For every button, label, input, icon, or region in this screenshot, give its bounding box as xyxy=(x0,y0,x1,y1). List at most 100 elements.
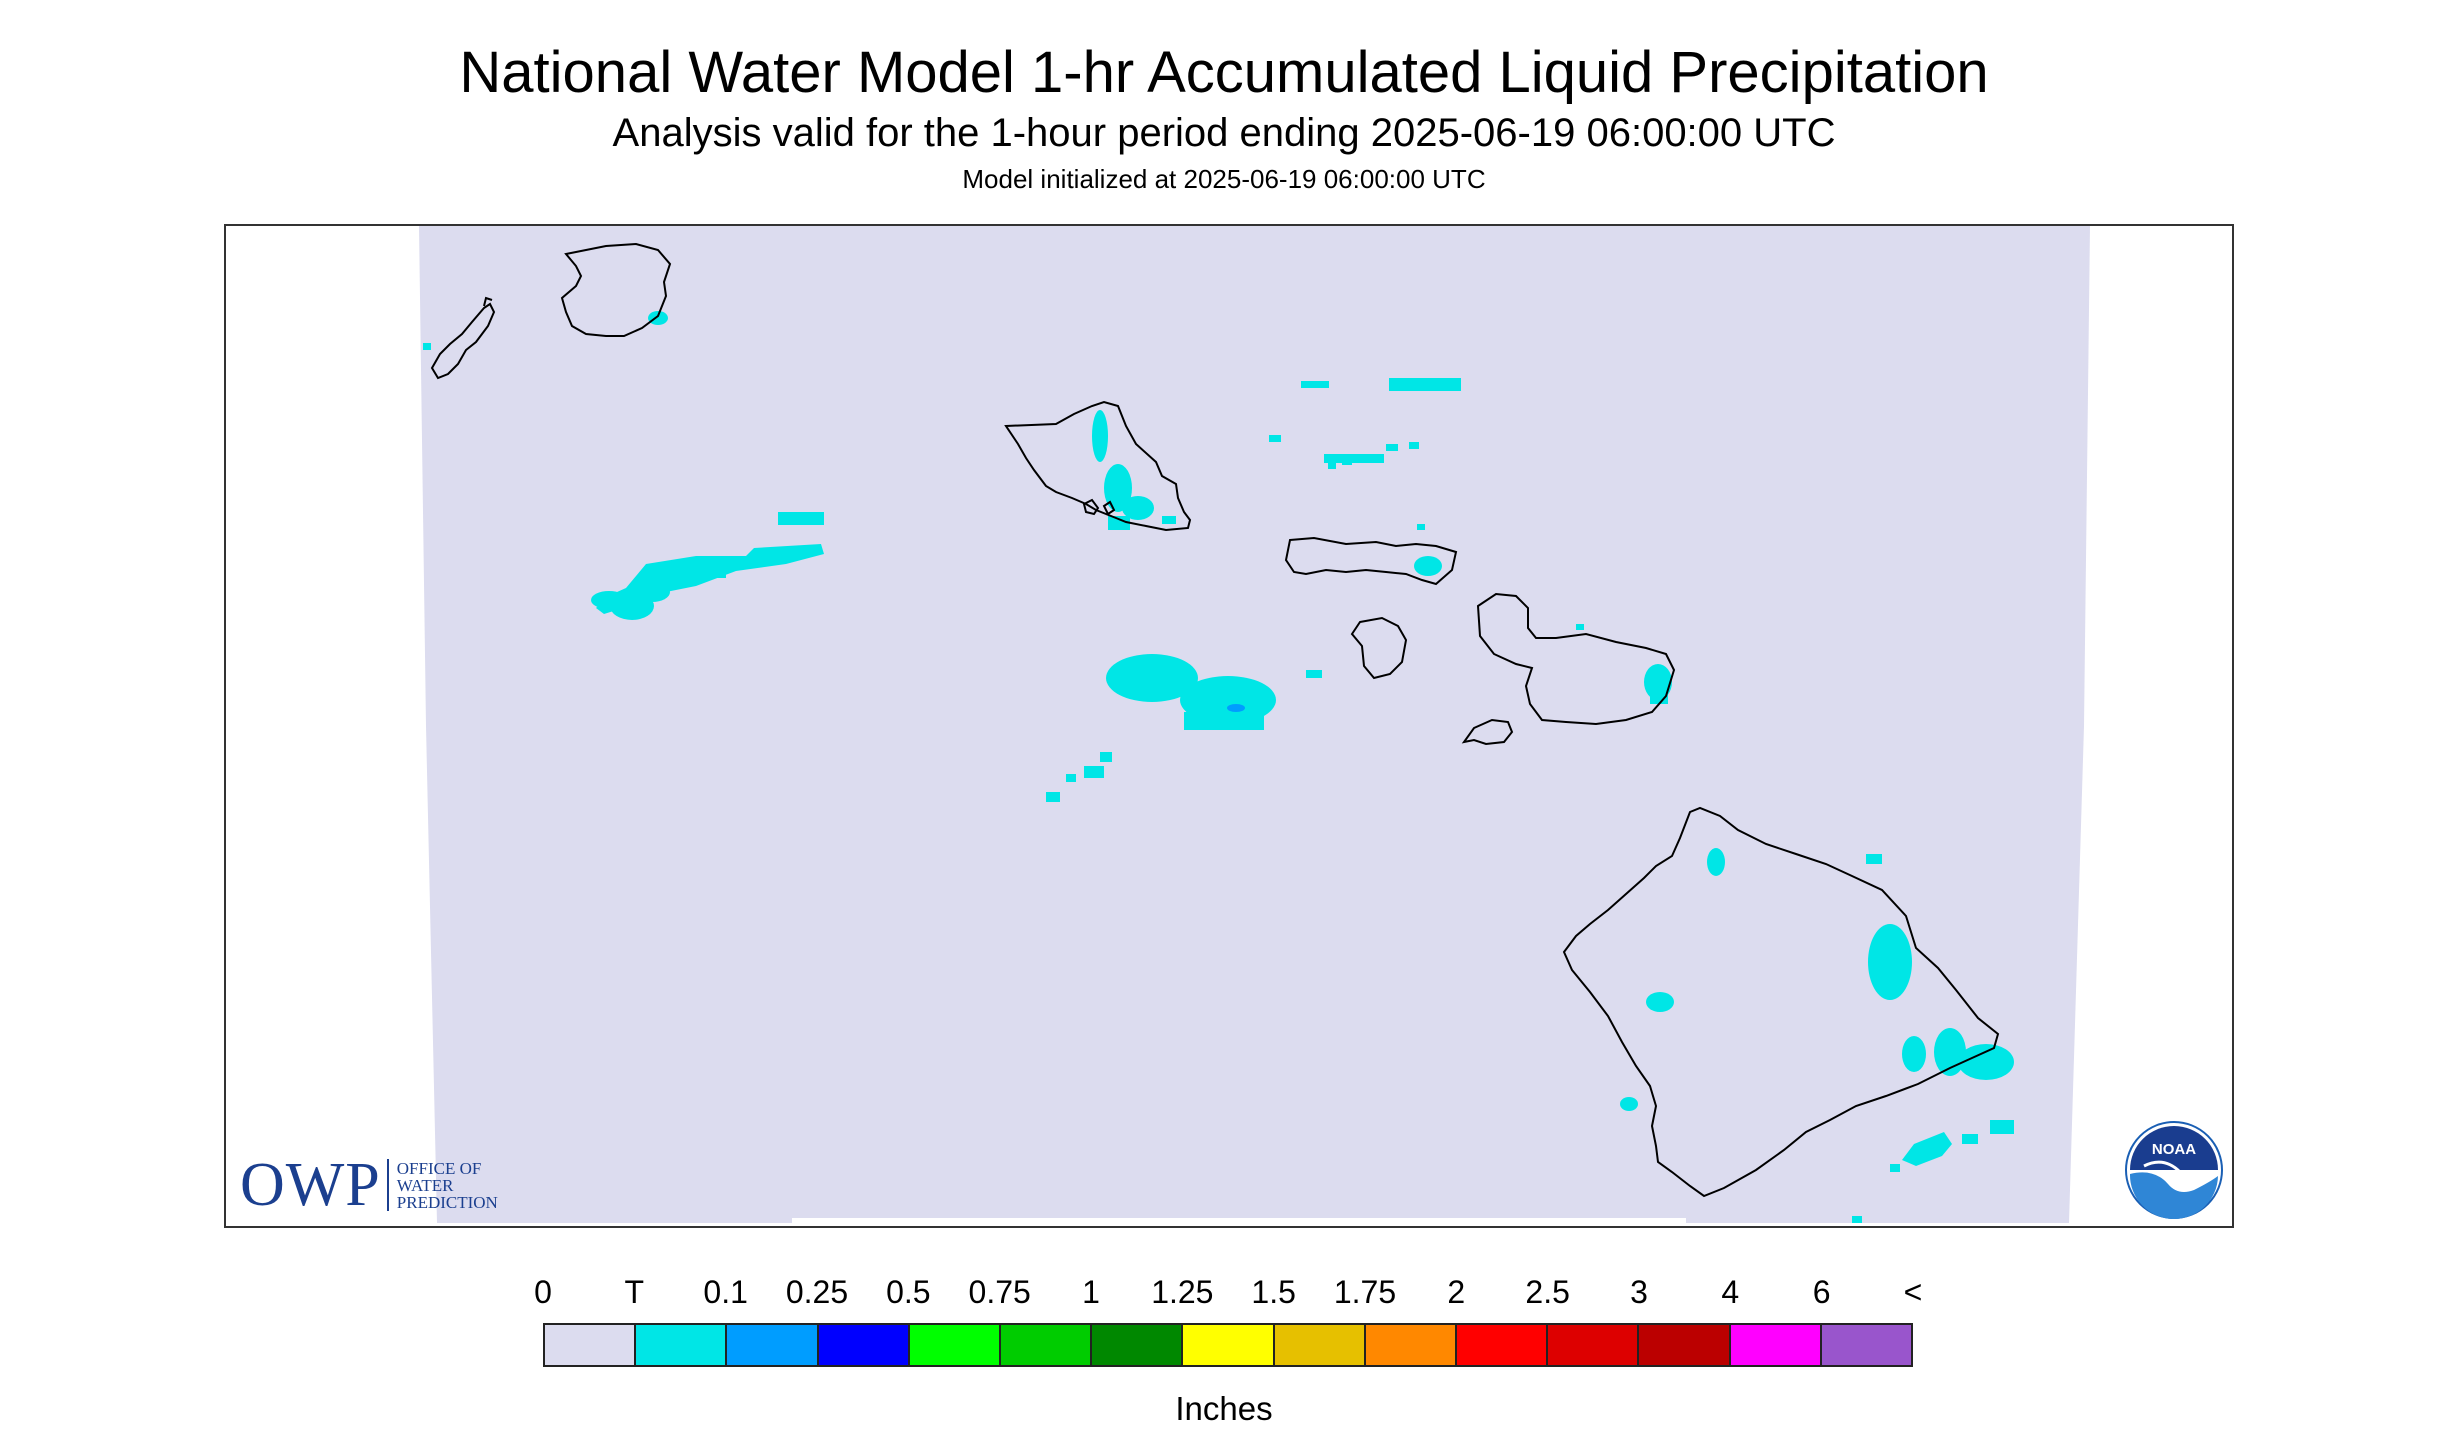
owp-logo-divider xyxy=(386,1159,389,1211)
legend-swatch xyxy=(1001,1325,1093,1365)
precip-cell-kaula-1 xyxy=(1106,654,1198,702)
legend-tick-label: 1 xyxy=(1082,1274,1100,1310)
legend-tick-label: 2.5 xyxy=(1525,1274,1570,1310)
precip-cell-strong xyxy=(1227,704,1245,712)
legend-tick-label: 1.75 xyxy=(1333,1274,1397,1310)
coastlines xyxy=(430,242,2000,1198)
precip-cell-kaiwi-8 xyxy=(1342,458,1352,465)
precip-cell-niihau xyxy=(423,343,431,350)
precip-cell-hawaii-10 xyxy=(1962,1134,1978,1144)
legend-swatch xyxy=(545,1325,637,1365)
legend-swatch xyxy=(1274,1325,1366,1365)
owp-logo-line1: OFFICE OF xyxy=(396,1158,482,1178)
legend-swatch xyxy=(1457,1325,1549,1365)
precip-cell-south-3 xyxy=(1066,774,1076,782)
legend-tick-label: 0 xyxy=(534,1274,552,1310)
island-molokai xyxy=(1284,536,1458,586)
legend-swatch xyxy=(818,1325,910,1365)
island-oahu xyxy=(1004,400,1192,532)
precip-cell-west-5 xyxy=(591,591,627,609)
legend-tick-label: T xyxy=(624,1274,645,1310)
precip-cell-hawaii-2 xyxy=(1866,854,1882,864)
precip-cell-hawaii-8 xyxy=(1620,1097,1638,1111)
precip-cell-maui-2 xyxy=(1650,692,1668,704)
legend-swatch xyxy=(727,1325,819,1365)
precip-cell-oahu-4 xyxy=(1108,516,1130,530)
legend-unit-label: Inches xyxy=(1175,1390,1273,1427)
legend-swatch xyxy=(1639,1325,1731,1365)
precip-cell-kaiwi-7 xyxy=(1328,462,1336,469)
precipitation-areas xyxy=(423,311,2014,1223)
island-kauai xyxy=(560,242,672,337)
precip-cell-kaiwi-5 xyxy=(1386,444,1398,451)
precip-cell-south-1 xyxy=(1100,752,1112,762)
precip-cell-kaula-4 xyxy=(1306,670,1322,678)
legend-tick-label: 3 xyxy=(1630,1274,1648,1310)
legend-labels: 0 T 0.1 0.25 0.5 0.75 1 1.25 1.5 1.75 2 2.5 3 4 6 < xyxy=(0,1274,2448,1314)
island-oahu-harbor xyxy=(1082,498,1116,516)
precip-cell-hawaii-12 xyxy=(1890,1164,1900,1172)
precip-cell-kaiwi-6 xyxy=(1409,442,1419,449)
precip-cell-oahu-1 xyxy=(1092,410,1108,462)
precip-cell-kaula-3 xyxy=(1184,712,1264,730)
precip-cell-hawaii-13 xyxy=(1852,1216,1862,1223)
precip-cell-molokai-2 xyxy=(1417,524,1425,530)
precip-cell-hawaii-9 xyxy=(1902,1132,1952,1166)
legend-tick-label: 0.75 xyxy=(968,1274,1031,1310)
precip-cell-oahu-5 xyxy=(1162,516,1176,524)
legend-swatch xyxy=(1821,1325,1912,1365)
map-canvas xyxy=(419,226,2090,1223)
legend-tick-label: 6 xyxy=(1812,1274,1831,1310)
legend-tick-label: 0.5 xyxy=(886,1274,931,1310)
precip-cell-kaiwi-3 xyxy=(1269,435,1281,442)
legend-swatch xyxy=(636,1325,728,1365)
legend-swatch xyxy=(1092,1325,1184,1365)
legend-tick-label: 2 xyxy=(1447,1274,1466,1310)
precip-cell-west-1 xyxy=(778,512,824,525)
precipitation-map xyxy=(224,224,2234,1228)
precip-cell-west-2 xyxy=(596,544,824,614)
precip-cell-kauai xyxy=(648,311,668,325)
island-niihau xyxy=(430,296,496,380)
legend-swatch xyxy=(909,1325,1002,1365)
noaa-logo-text: NOAA xyxy=(2152,1141,2196,1158)
owp-logo-line3: PREDICTION xyxy=(396,1192,498,1212)
legend-swatch xyxy=(1365,1325,1458,1365)
model-init-time: Model initialized at 2025-06-19 06:00:00… xyxy=(962,164,1486,194)
legend-tick-label: 1.25 xyxy=(1151,1274,1214,1310)
precip-cell-hawaii-11 xyxy=(1990,1120,2014,1134)
owp-logo: OWP OFFICE OF WATER PREDICTION xyxy=(240,1151,498,1219)
precip-cell-hawaii-7 xyxy=(1958,1044,2014,1080)
legend-swatch xyxy=(1183,1325,1275,1365)
island-kahoolawe xyxy=(1461,718,1514,746)
precip-cell-hawaii-1 xyxy=(1707,848,1725,876)
legend-swatch xyxy=(1548,1325,1640,1365)
map-title: National Water Model 1-hr Accumulated Li… xyxy=(459,40,1989,105)
island-hawaii xyxy=(1562,806,2000,1198)
legend-colorbar xyxy=(543,1323,1913,1367)
precip-cell-kaiwi-2 xyxy=(1389,378,1461,391)
precip-cell-maui-3 xyxy=(1576,624,1584,630)
island-lanai xyxy=(1350,616,1408,680)
precip-cell-kaiwi-4 xyxy=(1324,454,1384,463)
owp-logo-letters: OWP xyxy=(240,1151,381,1219)
legend-tick-label: < xyxy=(1903,1274,1923,1310)
precip-cell-kaiwi-1 xyxy=(1301,381,1329,388)
precip-cell-west-6 xyxy=(676,562,726,578)
owp-logo-line2: WATER xyxy=(396,1175,454,1195)
legend-tick-label: 1.5 xyxy=(1251,1274,1296,1310)
precip-cell-maui xyxy=(1644,664,1672,700)
precip-cell-oahu-3 xyxy=(1122,496,1154,520)
precip-cell-hawaii-5 xyxy=(1902,1036,1926,1072)
owp-logo-wordmark: OFFICE OF WATER PREDICTION xyxy=(397,1160,498,1211)
precip-cell-hawaii-4 xyxy=(1646,992,1674,1012)
legend-tick-label: 0.25 xyxy=(785,1274,849,1310)
island-maui xyxy=(1476,592,1676,726)
precip-cell-south-2 xyxy=(1084,766,1104,778)
legend-tick-label: 0.1 xyxy=(703,1274,748,1310)
precip-cell-hawaii-3 xyxy=(1868,924,1912,1000)
map-subtitle: Analysis valid for the 1-hour period end… xyxy=(612,111,1836,155)
precip-cell-south-4 xyxy=(1046,792,1060,802)
legend-swatch xyxy=(1730,1325,1822,1365)
noaa-logo: NOAA xyxy=(2125,1121,2223,1220)
